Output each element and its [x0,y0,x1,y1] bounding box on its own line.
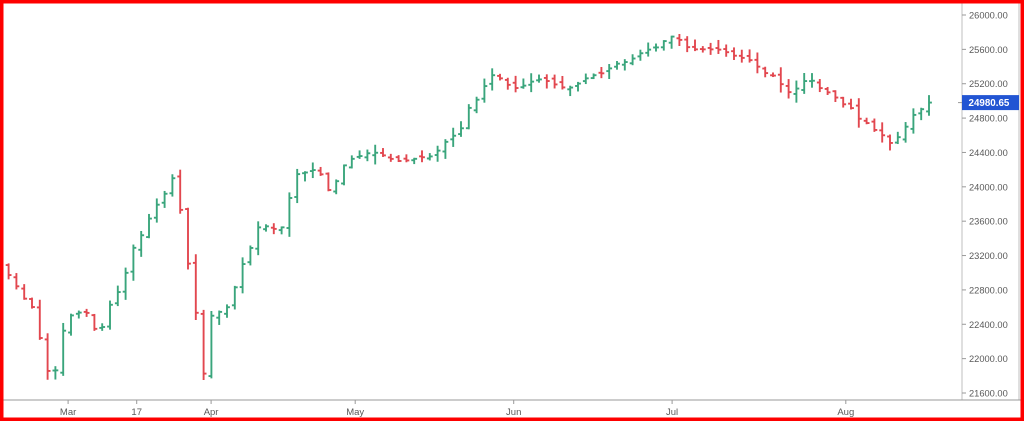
svg-text:25200.00: 25200.00 [969,79,1008,89]
svg-text:22000.00: 22000.00 [969,354,1008,364]
svg-text:26000.00: 26000.00 [969,11,1008,21]
svg-text:23200.00: 23200.00 [969,251,1008,261]
svg-text:21600.00: 21600.00 [969,389,1008,399]
svg-text:24400.00: 24400.00 [969,148,1008,158]
svg-text:Apr: Apr [204,407,219,418]
svg-text:24980.65: 24980.65 [969,98,1010,109]
svg-text:22800.00: 22800.00 [969,285,1008,295]
svg-text:22400.00: 22400.00 [969,320,1008,330]
svg-text:24000.00: 24000.00 [969,182,1008,192]
svg-text:24800.00: 24800.00 [969,114,1008,124]
svg-text:May: May [346,407,364,418]
svg-text:17: 17 [131,407,142,418]
svg-text:Aug: Aug [837,407,854,418]
svg-text:Jul: Jul [666,407,678,418]
svg-text:Mar: Mar [60,407,76,418]
svg-text:Jun: Jun [506,407,521,418]
svg-text:23600.00: 23600.00 [969,217,1008,227]
svg-text:25600.00: 25600.00 [969,45,1008,55]
